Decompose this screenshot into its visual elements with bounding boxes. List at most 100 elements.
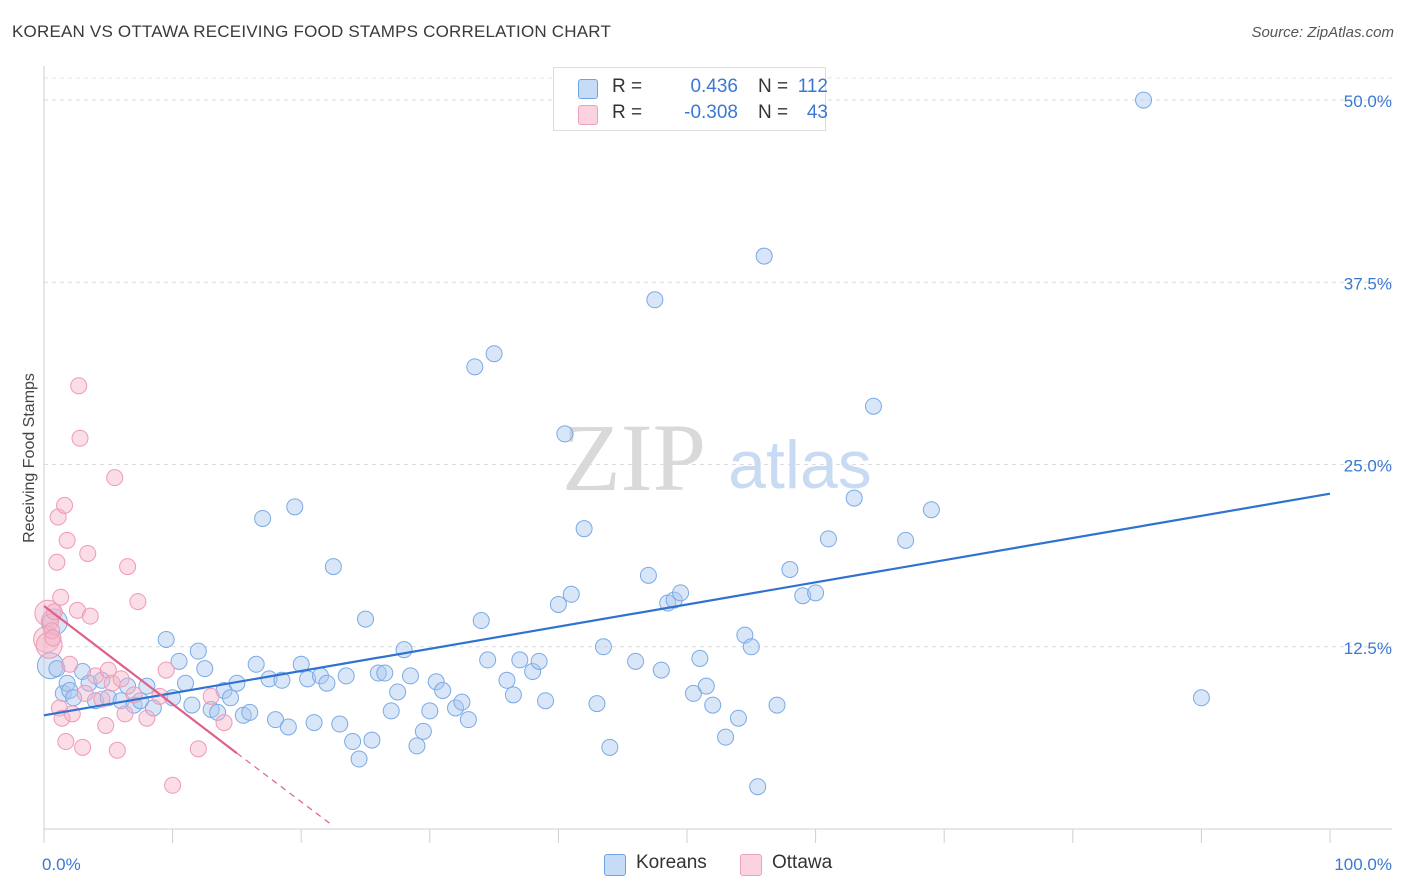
korean-point bbox=[36, 652, 64, 680]
korean-point bbox=[279, 718, 297, 736]
korean-point bbox=[337, 667, 355, 685]
korean-point bbox=[447, 699, 465, 717]
korean-point bbox=[498, 671, 516, 689]
ottawa-point bbox=[44, 629, 62, 647]
korean-point bbox=[196, 660, 214, 678]
korean-point bbox=[524, 663, 542, 681]
korean-point bbox=[684, 684, 702, 702]
korean-point bbox=[794, 587, 812, 605]
korean-point bbox=[819, 530, 837, 548]
legend-label-ottawa: Ottawa bbox=[772, 852, 833, 873]
tick-labels: 12.5% 25.0% 37.5% 50.0% 0.0% 100.0% bbox=[42, 92, 1392, 874]
korean-point bbox=[80, 674, 98, 692]
ottawa-point bbox=[74, 738, 92, 756]
korean-point bbox=[749, 778, 767, 796]
korean-point bbox=[427, 673, 445, 691]
watermark-atlas: atlas bbox=[728, 427, 872, 503]
korean-point bbox=[324, 558, 342, 576]
korean-point bbox=[408, 737, 426, 755]
korean-point bbox=[176, 674, 194, 692]
legend: Koreans Ottawa bbox=[0, 852, 1406, 878]
korean-point bbox=[864, 397, 882, 415]
korean-point bbox=[273, 671, 291, 689]
points-layer bbox=[33, 91, 1210, 796]
korean-point bbox=[594, 638, 612, 656]
ottawa-point bbox=[103, 674, 121, 692]
korean-point bbox=[453, 693, 471, 711]
korean-point bbox=[434, 682, 452, 700]
korean-point bbox=[344, 733, 362, 751]
korean-point bbox=[1135, 91, 1153, 109]
korean-point bbox=[183, 696, 201, 714]
korean-point bbox=[556, 425, 574, 443]
korean-point bbox=[537, 692, 555, 710]
stats-n-label: N = bbox=[758, 102, 789, 123]
ottawa-point bbox=[99, 661, 117, 679]
korean-point bbox=[357, 610, 374, 628]
korean-point bbox=[421, 702, 439, 720]
korean-point bbox=[170, 652, 188, 670]
watermark: ZIP atlas bbox=[562, 404, 872, 511]
axis-layer bbox=[43, 66, 1392, 843]
ottawa-point bbox=[215, 714, 233, 732]
korean-point bbox=[652, 661, 670, 679]
stats-n-value: 112 bbox=[797, 76, 828, 97]
korean-point bbox=[627, 652, 645, 670]
korean-point bbox=[704, 696, 722, 714]
korean-point bbox=[466, 358, 484, 376]
korean-point bbox=[549, 595, 567, 613]
korean-point bbox=[755, 247, 773, 265]
stats-r-value: 0.436 bbox=[690, 76, 738, 97]
korean-point bbox=[742, 638, 760, 656]
korean-point bbox=[639, 566, 657, 584]
ottawa-trend-line bbox=[43, 605, 238, 755]
korean-point bbox=[504, 686, 522, 704]
ottawa-point bbox=[79, 544, 97, 562]
korean-point bbox=[697, 677, 715, 695]
y-tick-label: 25.0% bbox=[1344, 457, 1392, 476]
korean-point bbox=[717, 728, 735, 746]
stats-swatch-koreans bbox=[578, 79, 598, 99]
korean-point bbox=[511, 651, 529, 669]
korean-point bbox=[369, 664, 387, 682]
ottawa-point bbox=[81, 607, 99, 625]
korean-point bbox=[781, 561, 799, 579]
korean-point bbox=[286, 498, 304, 516]
ottawa-point bbox=[116, 705, 134, 723]
ottawa-point bbox=[164, 776, 182, 794]
korean-point bbox=[363, 731, 381, 749]
ottawa-point bbox=[189, 740, 207, 758]
stats-r-label: R = bbox=[612, 102, 643, 123]
watermark-zip: ZIP bbox=[562, 404, 706, 511]
korean-point bbox=[157, 630, 175, 648]
korean-point bbox=[292, 655, 310, 673]
korean-point bbox=[331, 715, 349, 733]
korean-point bbox=[665, 591, 683, 609]
korean-point bbox=[247, 655, 265, 673]
korean-point bbox=[768, 696, 786, 714]
source-label: Source: ZipAtlas.com bbox=[1251, 24, 1394, 41]
y-tick-label: 50.0% bbox=[1344, 92, 1392, 111]
ottawa-point bbox=[106, 469, 124, 487]
korean-point bbox=[845, 489, 863, 507]
stats-r-value: -0.308 bbox=[684, 102, 738, 123]
korean-point bbox=[221, 689, 239, 707]
korean-point bbox=[350, 750, 368, 768]
ottawa-point bbox=[48, 553, 66, 571]
korean-point bbox=[691, 649, 709, 667]
korean-point bbox=[729, 709, 747, 727]
stats-swatch-ottawa bbox=[578, 105, 598, 125]
ottawa-point bbox=[53, 709, 71, 727]
ottawa-point bbox=[97, 716, 115, 734]
ottawa-point bbox=[119, 558, 137, 576]
stats-box: R = 0.436 N = 112 R = -0.308 N = 43 bbox=[553, 67, 828, 131]
korean-point bbox=[485, 345, 503, 363]
legend-label-koreans: Koreans bbox=[636, 852, 707, 873]
y-tick-label: 12.5% bbox=[1344, 639, 1392, 658]
korean-point bbox=[389, 683, 407, 701]
ottawa-point bbox=[57, 733, 75, 751]
korean-trend-line bbox=[43, 492, 1331, 717]
korean-point bbox=[376, 664, 394, 682]
ottawa-point bbox=[93, 690, 111, 708]
korean-point bbox=[241, 703, 259, 721]
